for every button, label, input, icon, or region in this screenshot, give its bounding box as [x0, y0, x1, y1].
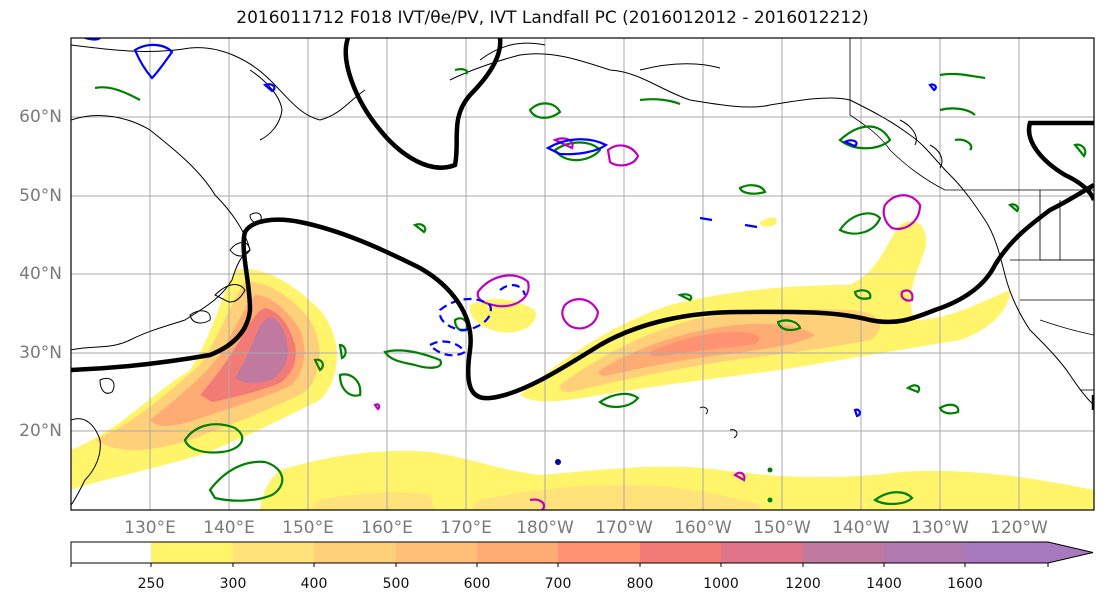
map-title: 2016011712 F018 IVT/θe/PV, IVT Landfall …	[236, 8, 869, 28]
pv-positive-contours	[373, 137, 922, 510]
coastlines	[71, 42, 1094, 506]
colorbar-tick-600: 600	[463, 576, 491, 592]
colorbar-segment-2	[233, 542, 314, 563]
colorbar-segment-8	[721, 542, 803, 563]
graticule	[71, 38, 1094, 510]
lon-label-160w: 160°W	[674, 518, 732, 538]
lon-label-160e: 160°E	[361, 518, 413, 538]
lon-label-150e: 150°E	[282, 518, 334, 538]
colorbar-tick-250: 250	[137, 576, 165, 592]
colorbar-segment-3	[314, 542, 396, 563]
political-boundaries	[849, 38, 1094, 391]
lon-label-130w: 130°W	[911, 518, 969, 538]
pv-negative-contours	[84, 38, 937, 418]
lat-label-20n: 20°N	[19, 421, 62, 441]
colorbar-segment-7	[640, 542, 721, 563]
lon-label-170w: 170°W	[595, 518, 653, 538]
lon-label-150w: 150°W	[753, 518, 811, 538]
lat-label-60n: 60°N	[19, 107, 62, 127]
colorbar-segment-5	[477, 542, 558, 563]
colorbar-segment-10	[884, 542, 965, 563]
small-markers	[555, 459, 773, 503]
colorbar-segment-4	[396, 542, 477, 563]
lon-label-170e: 170°E	[440, 518, 492, 538]
colorbar	[70, 541, 1094, 567]
colorbar-tick-700: 700	[544, 576, 572, 592]
colorbar-segment-0	[71, 542, 151, 563]
ivt-landfall-pc-contour	[71, 38, 1094, 410]
ivt-plume-west	[71, 269, 337, 490]
colorbar-outline	[70, 541, 1094, 564]
lon-label-140e: 140°E	[203, 518, 255, 538]
colorbar-segment-6	[558, 542, 640, 563]
theta-e-contours	[94, 68, 1087, 505]
lat-label-40n: 40°N	[19, 264, 62, 284]
colorbar-tick-1600: 1600	[947, 576, 983, 592]
colorbar-tick-400: 400	[300, 576, 328, 592]
colorbar-tick-1000: 1000	[703, 576, 739, 592]
colorbar-tick-1400: 1400	[866, 576, 902, 592]
colorbar-segment-1	[151, 542, 233, 563]
lat-label-50n: 50°N	[19, 186, 62, 206]
lon-label-120w: 120°W	[990, 518, 1048, 538]
lon-label-180w: 180°W	[516, 518, 574, 538]
colorbar-tick-800: 800	[626, 576, 654, 592]
lon-label-130e: 130°E	[124, 518, 176, 538]
colorbar-tick-1200: 1200	[785, 576, 821, 592]
colorbar-extend-arrow	[965, 542, 1093, 563]
map-frame	[70, 37, 1095, 511]
colorbar-segment-9	[803, 542, 884, 563]
lat-label-30n: 30°N	[19, 343, 62, 363]
colorbar-tick-300: 300	[219, 576, 247, 592]
colorbar-tick-500: 500	[382, 576, 410, 592]
lon-label-140w: 140°W	[832, 518, 890, 538]
